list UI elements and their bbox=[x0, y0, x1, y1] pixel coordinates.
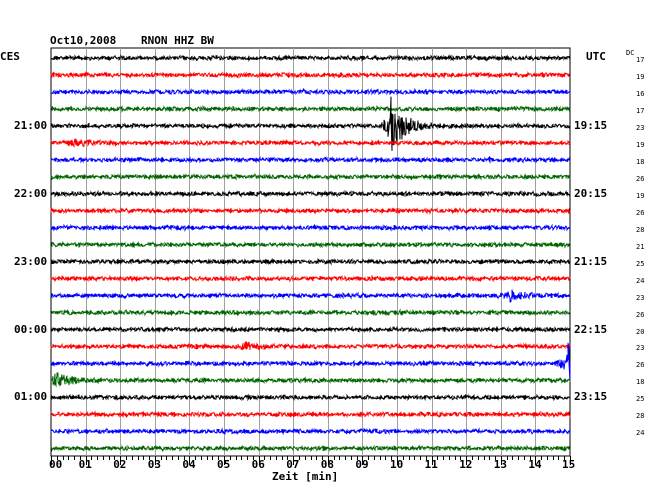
seismic-trace bbox=[50, 341, 571, 351]
x-axis-label: Zeit [min] bbox=[272, 470, 339, 483]
dc-offset-value: 28 bbox=[636, 225, 645, 234]
left-time-label: 01:00 bbox=[14, 390, 48, 404]
right-time-label: 20:15 bbox=[574, 186, 608, 200]
seismic-trace bbox=[50, 444, 571, 453]
x-axis-ticks bbox=[51, 456, 571, 465]
seismic-trace bbox=[50, 87, 571, 96]
seismic-trace bbox=[50, 155, 571, 164]
dc-offset-header: DC bbox=[626, 49, 635, 57]
right-time-label: 22:15 bbox=[574, 322, 608, 336]
chart-station: RNON HHZ BW bbox=[141, 34, 214, 47]
x-tick-label: 10 bbox=[390, 458, 404, 471]
x-tick-label: 07 bbox=[286, 458, 300, 471]
dc-offset-value: 18 bbox=[636, 378, 645, 387]
seismic-trace bbox=[50, 96, 571, 151]
seismic-trace bbox=[50, 372, 571, 388]
seismic-trace bbox=[50, 427, 571, 436]
dc-offset-value: 23 bbox=[636, 293, 645, 302]
x-tick-label: 03 bbox=[147, 458, 162, 471]
seismic-traces bbox=[50, 54, 571, 453]
dc-offset-value: 28 bbox=[636, 412, 645, 421]
left-time-label: 22:00 bbox=[14, 186, 48, 200]
dc-offset-value: 26 bbox=[636, 174, 645, 183]
seismic-trace bbox=[50, 325, 571, 334]
seismic-trace bbox=[50, 257, 571, 266]
dc-offset-value: 23 bbox=[636, 123, 645, 132]
seismic-trace bbox=[50, 274, 571, 283]
dc-offset-value: 26 bbox=[636, 310, 645, 319]
x-tick-label: 02 bbox=[113, 458, 127, 471]
dc-offset-value: 26 bbox=[636, 361, 645, 370]
x-tick-label: 06 bbox=[251, 458, 265, 471]
left-time-label: 21:00 bbox=[14, 118, 48, 132]
dc-offset-value: 18 bbox=[636, 157, 645, 166]
right-timezone-label: UTC bbox=[586, 50, 606, 63]
seismic-trace bbox=[50, 342, 571, 382]
seismic-trace bbox=[50, 393, 571, 402]
right-time-label: 21:15 bbox=[574, 254, 608, 268]
seismic-trace bbox=[50, 206, 571, 216]
seismic-trace bbox=[50, 189, 571, 198]
x-tick-label: 01 bbox=[78, 458, 92, 471]
dc-offset-value: 19 bbox=[636, 140, 645, 149]
x-tick-label: 08 bbox=[320, 458, 335, 471]
dc-offset-value: 24 bbox=[636, 429, 645, 438]
chart-date: Oct10,2008 bbox=[50, 34, 117, 47]
left-timezone-label: CES bbox=[0, 50, 20, 63]
dc-offset-value: 23 bbox=[636, 344, 645, 353]
x-tick-label: 15 bbox=[562, 458, 576, 471]
dc-offset-value: 19 bbox=[636, 191, 645, 200]
x-tick-label: 09 bbox=[355, 458, 369, 471]
dc-offset-value: 20 bbox=[636, 327, 645, 336]
dc-offset-value: 16 bbox=[636, 89, 645, 98]
seismic-trace bbox=[50, 223, 571, 233]
seismic-trace bbox=[50, 104, 571, 114]
dc-offset-value: 25 bbox=[636, 395, 645, 404]
right-time-label: 23:15 bbox=[574, 390, 608, 404]
seismic-trace bbox=[50, 308, 571, 317]
dc-offset-value: 17 bbox=[636, 106, 645, 115]
left-time-label: 00:00 bbox=[14, 322, 48, 336]
seismic-trace bbox=[50, 240, 571, 249]
x-tick-label: 00 bbox=[49, 458, 63, 471]
x-tick-label: 12 bbox=[459, 458, 473, 471]
dc-offset-value: 25 bbox=[636, 259, 645, 268]
plot-frame bbox=[50, 47, 571, 457]
left-time-label: 23:00 bbox=[14, 254, 48, 268]
right-time-label: 19:15 bbox=[574, 118, 608, 132]
x-tick-label: 05 bbox=[217, 458, 231, 471]
dc-offset-value: 21 bbox=[636, 242, 645, 251]
x-tick-label: 04 bbox=[182, 458, 196, 471]
seismic-trace bbox=[50, 138, 571, 148]
seismic-trace bbox=[50, 70, 571, 80]
dc-offset-value: 17 bbox=[636, 56, 645, 64]
x-tick-label: 11 bbox=[424, 458, 438, 471]
x-tick-label: 13 bbox=[493, 458, 508, 471]
dc-offset-value: 24 bbox=[636, 276, 645, 285]
seismic-trace bbox=[50, 54, 571, 63]
plot-grid bbox=[50, 47, 571, 457]
seismic-trace bbox=[50, 289, 571, 303]
seismic-trace bbox=[50, 410, 571, 419]
seismic-trace bbox=[50, 172, 571, 181]
dc-offset-value: 26 bbox=[636, 208, 645, 217]
x-tick-label: 14 bbox=[528, 458, 542, 471]
dc-offset-value: 19 bbox=[636, 72, 645, 81]
